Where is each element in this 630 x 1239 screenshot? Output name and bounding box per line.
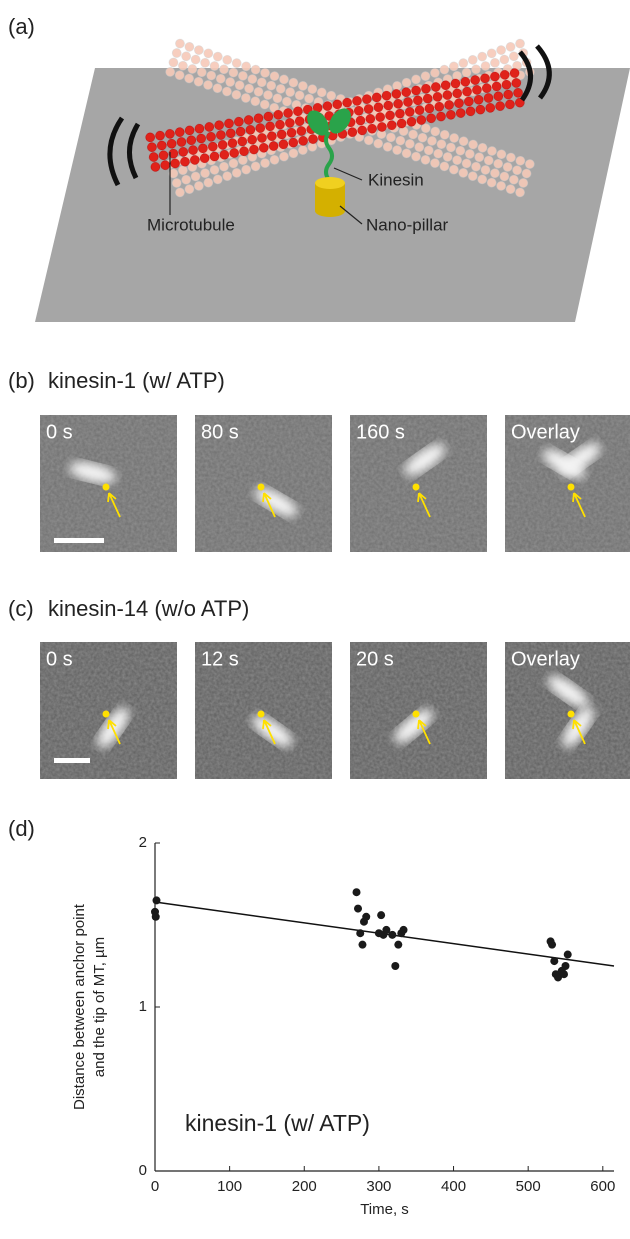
scale-bar xyxy=(54,758,90,763)
y-tick-label: 0 xyxy=(139,1162,147,1179)
frame-label: Overlay xyxy=(511,648,580,670)
frame-label: 0 s xyxy=(46,648,73,670)
y-axis-label: and the tip of MT, µm xyxy=(91,937,108,1077)
anchor-point xyxy=(568,711,575,718)
panel-title: kinesin-14 (w/o ATP) xyxy=(48,596,249,621)
scale-bar xyxy=(54,538,104,543)
data-point xyxy=(152,913,160,921)
data-point xyxy=(356,929,364,937)
x-tick-label: 600 xyxy=(590,1178,615,1195)
data-point xyxy=(353,888,361,896)
anchor-point xyxy=(103,484,110,491)
panel-title: kinesin-1 (w/ ATP) xyxy=(48,368,225,393)
data-point xyxy=(548,941,556,949)
data-point xyxy=(564,951,572,959)
anchor-point xyxy=(568,484,575,491)
y-tick-label: 1 xyxy=(139,998,147,1015)
anchor-point xyxy=(413,484,420,491)
frame-label: 160 s xyxy=(356,421,405,443)
anchor-point xyxy=(103,711,110,718)
data-point xyxy=(394,941,402,949)
frame-label: 80 s xyxy=(201,421,239,443)
x-tick-label: 400 xyxy=(441,1178,466,1195)
data-point xyxy=(561,962,569,970)
data-point xyxy=(362,913,370,921)
anchor-point xyxy=(258,484,265,491)
x-tick-label: 0 xyxy=(151,1178,159,1195)
frame-label: 12 s xyxy=(201,648,239,670)
anchor-point xyxy=(413,711,420,718)
frame-label: 20 s xyxy=(356,648,394,670)
nano-pillar-top xyxy=(315,177,345,189)
y-tick-label: 2 xyxy=(139,834,147,851)
frame-label: Overlay xyxy=(511,421,580,443)
label: Nano-pillar xyxy=(366,215,449,234)
data-point xyxy=(560,970,568,978)
data-point xyxy=(377,911,385,919)
panel-label: (a) xyxy=(8,14,35,39)
panel-label: (c) xyxy=(8,596,34,621)
data-point xyxy=(400,926,408,934)
panel-label: (d) xyxy=(8,816,35,841)
x-tick-label: 100 xyxy=(217,1178,242,1195)
annotation: kinesin-1 (w/ ATP) xyxy=(185,1110,370,1136)
label: Kinesin xyxy=(368,170,424,189)
panel-label: (b) xyxy=(8,368,35,393)
frame-label: 0 s xyxy=(46,421,73,443)
x-tick-label: 300 xyxy=(366,1178,391,1195)
x-tick-label: 200 xyxy=(292,1178,317,1195)
data-point xyxy=(388,931,396,939)
data-point xyxy=(550,957,558,965)
data-point xyxy=(354,905,362,913)
figure: (a) Microtubule Kinesin Nano-pillar (b) … xyxy=(0,0,630,1234)
x-tick-label: 500 xyxy=(516,1178,541,1195)
data-point xyxy=(152,896,160,904)
y-axis-label: Distance between anchor point xyxy=(71,903,88,1110)
x-axis-label: Time, s xyxy=(360,1201,409,1218)
label: Microtubule xyxy=(147,215,235,234)
data-point xyxy=(391,962,399,970)
anchor-point xyxy=(258,711,265,718)
data-point xyxy=(358,941,366,949)
